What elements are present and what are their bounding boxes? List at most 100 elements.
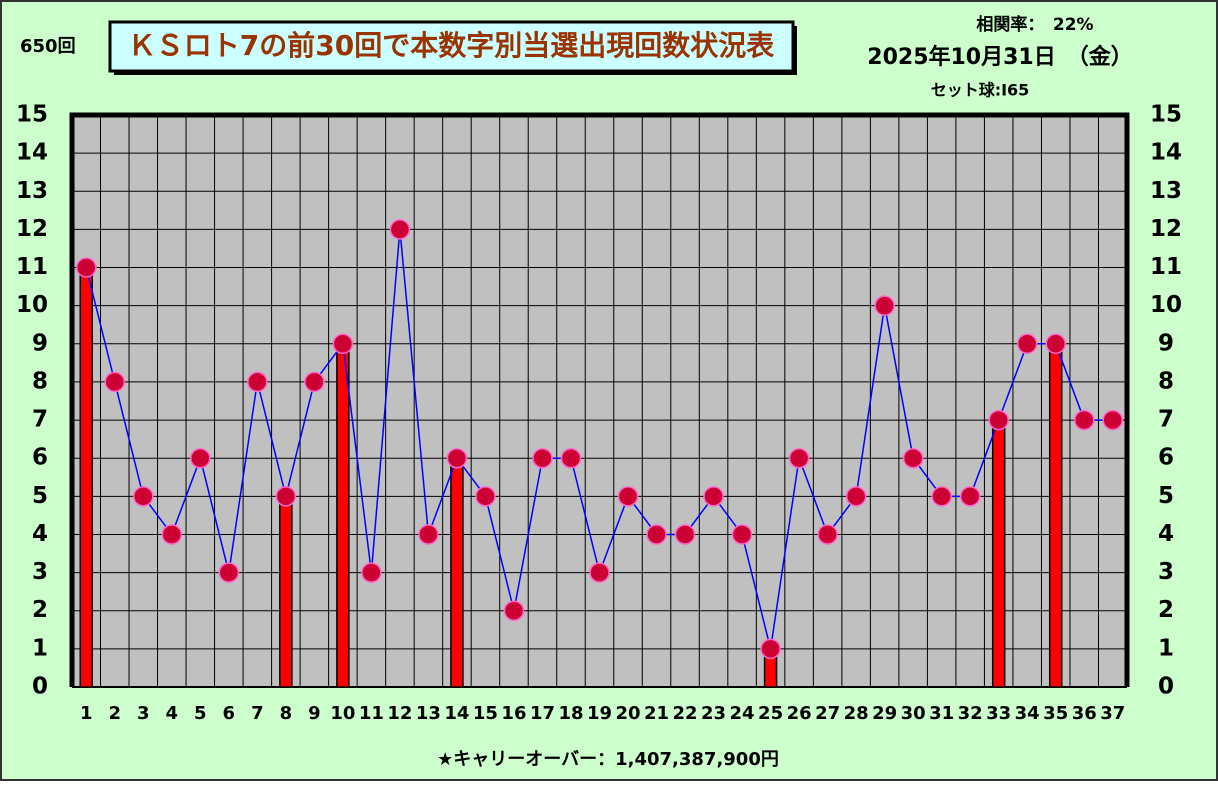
x-tick-label: 22 <box>673 703 698 724</box>
set-ball: セット球:I65 <box>931 81 1030 100</box>
marker <box>1016 333 1038 355</box>
x-tick-label: 23 <box>701 703 726 724</box>
x-tick-label: 25 <box>758 703 783 724</box>
x-tick-label: 8 <box>280 703 293 724</box>
marker <box>617 486 639 507</box>
marker <box>304 371 325 393</box>
x-tick-label: 13 <box>416 703 441 724</box>
marker <box>104 371 126 393</box>
x-tick-label: 26 <box>787 703 812 724</box>
chart-title: ＫＳロト7の前30回で本数字別当選出現回数状況表 <box>128 29 774 62</box>
marker <box>703 486 724 507</box>
marker <box>646 524 667 545</box>
x-tick-label: 5 <box>194 703 207 724</box>
x-tick-label: 12 <box>387 703 412 724</box>
marker <box>503 600 525 621</box>
y2-tick-label: 10 <box>1150 292 1182 318</box>
marker <box>218 562 240 583</box>
y2-tick-label: 14 <box>1150 140 1182 166</box>
marker <box>389 219 411 240</box>
y-tick-label: 14 <box>16 140 48 166</box>
marker <box>988 409 1009 431</box>
marker <box>845 486 867 507</box>
y2-tick-label: 0 <box>1158 674 1174 700</box>
y-tick-label: 0 <box>32 674 48 700</box>
bar <box>336 343 350 688</box>
x-tick-label: 31 <box>929 703 954 724</box>
x-tick-label: 3 <box>137 703 150 724</box>
marker <box>1045 333 1066 355</box>
x-tick-label: 37 <box>1100 703 1125 724</box>
y-tick-label: 5 <box>32 483 48 509</box>
x-tick-label: 16 <box>501 703 526 724</box>
x-tick-label: 11 <box>359 703 384 724</box>
x-tick-label: 17 <box>530 703 555 724</box>
date: 2025年10月31日 （金） <box>867 44 1132 70</box>
x-tick-label: 21 <box>644 703 669 724</box>
y2-tick-label: 2 <box>1158 597 1174 623</box>
y2-tick-label: 9 <box>1158 330 1174 356</box>
marker <box>361 562 382 583</box>
x-tick-label: 6 <box>223 703 236 724</box>
x-tick-label: 35 <box>1043 703 1068 724</box>
draw-number: 650回 <box>20 36 76 57</box>
y2-tick-label: 13 <box>1150 178 1182 204</box>
marker <box>902 447 924 469</box>
marker <box>475 486 496 507</box>
y-tick-label: 8 <box>32 368 48 394</box>
marker <box>931 486 952 507</box>
x-tick-label: 29 <box>872 703 897 724</box>
x-tick-label: 33 <box>986 703 1011 724</box>
marker <box>133 486 154 507</box>
bar <box>991 419 1006 688</box>
y2-tick-label: 8 <box>1158 368 1174 394</box>
marker <box>418 524 439 545</box>
y2-tick-label: 11 <box>1150 254 1182 280</box>
y-tick-label: 10 <box>16 292 48 318</box>
x-tick-label: 28 <box>844 703 869 724</box>
marker <box>1073 409 1095 431</box>
y2-tick-label: 7 <box>1158 407 1174 433</box>
x-tick-label: 20 <box>615 703 640 724</box>
x-tick-label: 34 <box>1015 703 1040 724</box>
y-tick-label: 13 <box>16 178 48 204</box>
y2-tick-label: 3 <box>1158 559 1174 585</box>
marker <box>817 524 838 545</box>
marker <box>1102 409 1123 431</box>
x-tick-label: 2 <box>109 703 122 724</box>
y2-tick-label: 15 <box>1150 102 1182 128</box>
bar <box>450 457 464 688</box>
title-box <box>108 20 795 73</box>
x-tick-label: 19 <box>587 703 612 724</box>
y-tick-label: 15 <box>16 102 48 128</box>
y-tick-label: 1 <box>32 635 48 661</box>
y-tick-label: 11 <box>16 254 48 280</box>
bar <box>79 266 94 688</box>
marker <box>76 257 97 278</box>
x-tick-label: 10 <box>330 703 355 724</box>
x-tick-label: 32 <box>958 703 983 724</box>
y2-tick-label: 1 <box>1158 635 1174 661</box>
x-tick-label: 15 <box>473 703 498 724</box>
y-tick-label: 9 <box>32 330 48 356</box>
marker <box>674 524 696 545</box>
marker <box>959 486 981 507</box>
x-tick-label: 14 <box>444 703 469 724</box>
plot-frame <box>69 112 1130 687</box>
y-tick-label: 2 <box>32 597 48 623</box>
y2-tick-label: 4 <box>1158 521 1174 547</box>
x-tick-label: 18 <box>558 703 583 724</box>
marker <box>446 447 468 469</box>
x-tick-label: 1 <box>80 703 93 724</box>
marker <box>731 524 753 545</box>
x-tick-label: 30 <box>901 703 926 724</box>
x-tick-label: 24 <box>730 703 755 724</box>
footer: ★キャリーオーバー：1,407,387,900円 <box>437 749 779 770</box>
y2-tick-label: 12 <box>1150 216 1182 242</box>
marker <box>161 524 183 545</box>
bar <box>279 495 293 688</box>
x-tick-label: 9 <box>308 703 321 724</box>
marker <box>532 447 553 469</box>
y2-tick-label: 6 <box>1158 445 1174 471</box>
